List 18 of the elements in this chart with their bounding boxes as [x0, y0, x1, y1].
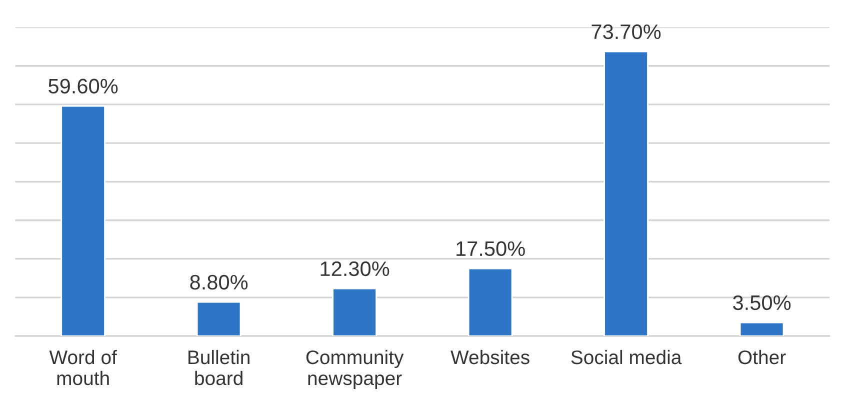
x-tick-label: Websites [450, 350, 530, 364]
data-label: 17.50% [456, 241, 525, 256]
x-tick-label: Bulletin board [188, 350, 250, 386]
x-tick-label: Community newspaper [306, 350, 404, 389]
data-label: 73.70% [592, 24, 661, 40]
bar [739, 322, 784, 336]
bar [196, 301, 242, 336]
data-label: 3.50% [733, 295, 791, 310]
x-tick-label: Other [738, 350, 786, 364]
x-tick-label: Social media [571, 350, 682, 364]
bar [604, 50, 648, 336]
x-tick-label: Word of mouth [49, 350, 117, 386]
data-label: 59.60% [48, 78, 118, 94]
data-label: 8.80% [190, 274, 248, 290]
bar [332, 288, 377, 336]
data-label: 12.30% [320, 261, 390, 276]
bar [60, 105, 106, 336]
bar [468, 268, 513, 336]
